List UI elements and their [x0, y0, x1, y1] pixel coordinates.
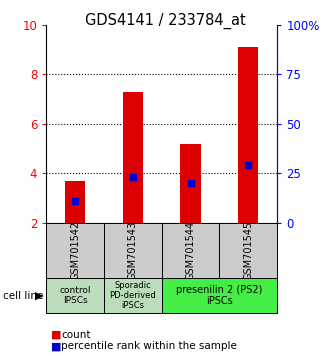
Text: count: count: [61, 330, 90, 339]
Text: GSM701543: GSM701543: [128, 221, 138, 280]
Bar: [46, 223, 104, 278]
Text: GDS4141 / 233784_at: GDS4141 / 233784_at: [84, 12, 246, 29]
Bar: [162, 223, 219, 278]
Text: GSM701544: GSM701544: [185, 221, 196, 280]
Text: GSM701545: GSM701545: [243, 221, 253, 280]
Bar: [65, 181, 85, 223]
Text: ▶: ▶: [35, 291, 43, 301]
Bar: [238, 47, 258, 223]
Bar: [123, 92, 143, 223]
Text: percentile rank within the sample: percentile rank within the sample: [61, 341, 237, 351]
Text: cell line: cell line: [3, 291, 44, 301]
Bar: [181, 144, 201, 223]
Bar: [162, 278, 277, 313]
Bar: [219, 223, 277, 278]
Text: ■: ■: [51, 341, 62, 351]
Text: Sporadic
PD-derived
iPSCs: Sporadic PD-derived iPSCs: [110, 281, 156, 310]
Bar: [104, 223, 162, 278]
Text: GSM701542: GSM701542: [70, 221, 80, 280]
Text: presenilin 2 (PS2)
iPSCs: presenilin 2 (PS2) iPSCs: [176, 285, 263, 307]
Bar: [104, 278, 162, 313]
Text: control
IPSCs: control IPSCs: [59, 286, 91, 305]
Bar: [46, 278, 104, 313]
Text: ■: ■: [51, 330, 62, 339]
